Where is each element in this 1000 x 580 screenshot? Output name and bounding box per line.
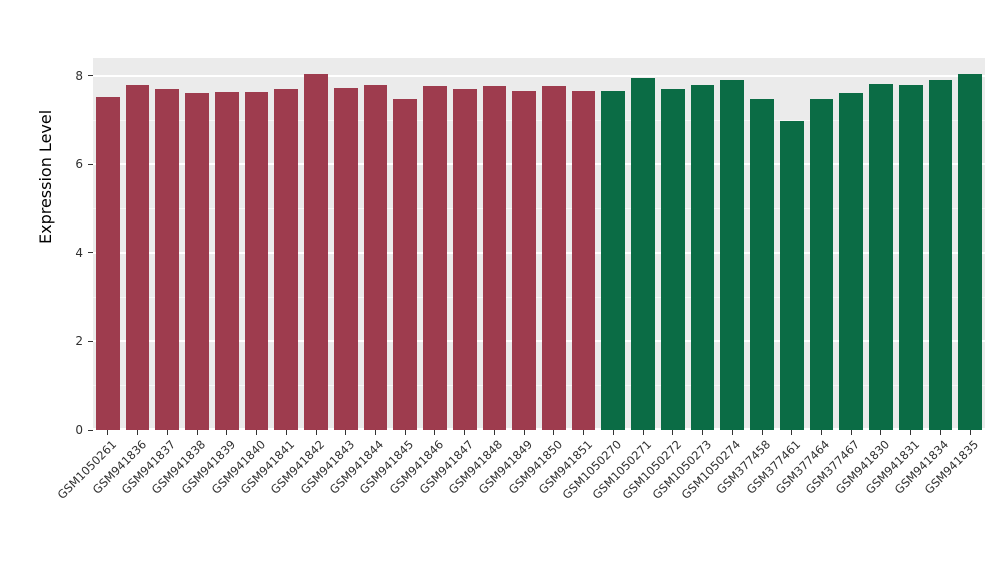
bar (541, 86, 566, 430)
x-tick-mark (107, 430, 109, 435)
x-tick-mark (910, 430, 912, 435)
plot-panel (93, 58, 985, 430)
bar (125, 85, 150, 430)
x-tick-mark (702, 430, 704, 435)
bar (95, 96, 120, 430)
bar (779, 120, 804, 430)
bar (482, 86, 507, 430)
x-tick-mark (850, 430, 852, 435)
y-tick-mark (88, 163, 93, 165)
x-tick-mark (256, 430, 258, 435)
x-tick-mark (285, 430, 287, 435)
x-tick-mark (226, 430, 228, 435)
x-tick-mark (166, 430, 168, 435)
gridline-major (93, 163, 985, 166)
x-tick-mark (583, 430, 585, 435)
x-tick-mark (404, 430, 406, 435)
y-tick-mark (88, 340, 93, 342)
bar (809, 98, 834, 430)
x-tick-mark (374, 430, 376, 435)
bar (660, 88, 685, 430)
y-tick-label: 2 (75, 334, 83, 349)
gridline-major (93, 251, 985, 254)
x-tick-mark (464, 430, 466, 435)
bar (423, 86, 447, 430)
x-tick-mark (137, 430, 139, 435)
gridline-minor (93, 119, 985, 121)
gridline-minor (93, 385, 985, 387)
gridline-minor (93, 296, 985, 298)
bar (690, 85, 715, 430)
gridline-major (93, 340, 985, 343)
gridline-major (93, 428, 985, 430)
x-tick-mark (880, 430, 882, 435)
x-tick-mark (434, 430, 436, 435)
y-tick-label: 8 (75, 68, 83, 83)
x-tick-mark (612, 430, 614, 435)
x-tick-mark (493, 430, 495, 435)
y-tick-label: 6 (75, 157, 83, 172)
bar (631, 78, 655, 430)
bar (839, 93, 864, 430)
bar (214, 91, 239, 430)
y-tick-label: 0 (75, 423, 83, 437)
y-tick-label: 4 (75, 245, 83, 260)
bar (274, 89, 299, 430)
y-tick-mark (88, 75, 93, 77)
y-tick-mark (88, 429, 93, 431)
bar (244, 91, 269, 430)
gridline-major (93, 74, 985, 77)
bar (601, 90, 626, 430)
x-tick-mark (553, 430, 555, 435)
gridline-minor (93, 208, 985, 210)
bar (304, 73, 328, 430)
x-tick-mark (731, 430, 733, 435)
bar (155, 89, 180, 430)
x-tick-mark (969, 430, 971, 435)
bar (720, 79, 745, 430)
bar (393, 98, 418, 430)
x-tick-mark (196, 430, 198, 435)
bar (571, 90, 596, 430)
x-tick-mark (345, 430, 347, 435)
bar (898, 85, 923, 430)
bar (869, 83, 893, 430)
x-tick-mark (820, 430, 822, 435)
y-tick-mark (88, 252, 93, 254)
x-tick-mark (523, 430, 525, 435)
x-tick-mark (672, 430, 674, 435)
bar (363, 85, 388, 430)
bar (512, 90, 537, 430)
bar (928, 79, 953, 430)
bar (333, 87, 358, 430)
bar (750, 98, 774, 430)
bar (185, 93, 209, 430)
x-tick-mark (642, 430, 644, 435)
x-tick-mark (761, 430, 763, 435)
x-tick-mark (791, 430, 793, 435)
bar (958, 73, 983, 430)
x-tick-mark (939, 430, 941, 435)
x-tick-mark (315, 430, 317, 435)
bar (452, 88, 477, 430)
